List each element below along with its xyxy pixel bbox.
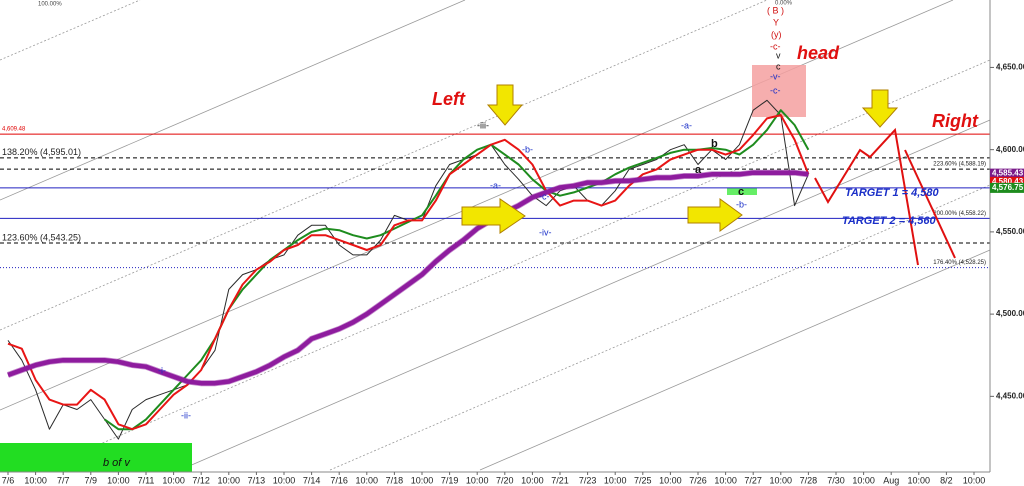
x-tick-label: 10:00 bbox=[714, 475, 737, 485]
wave-label: v bbox=[776, 50, 781, 60]
y-tick-label: 4,650.00 bbox=[996, 63, 1024, 72]
x-tick-label: 8/2 bbox=[940, 475, 953, 485]
annotation: TARGET 2 = 4,560 bbox=[842, 215, 937, 227]
price-tag bbox=[990, 176, 1024, 187]
level-label: 176.40% (4,528.25) bbox=[933, 260, 986, 266]
channel-lines bbox=[0, 0, 991, 471]
x-tick-label: 7/7 bbox=[57, 475, 70, 485]
wave-label: -c- bbox=[770, 85, 781, 95]
y-tick-label: 4,550.00 bbox=[996, 227, 1024, 236]
wave-label: ( B ) bbox=[767, 5, 784, 15]
x-tick-label: 10:00 bbox=[273, 475, 296, 485]
y-tick-label: 4,500.00 bbox=[996, 309, 1024, 318]
wave-label: b bbox=[711, 138, 718, 150]
wave-label: c bbox=[738, 186, 744, 198]
x-tick-label: 7/21 bbox=[551, 475, 569, 485]
price-tag bbox=[990, 182, 1024, 193]
wave-label: a bbox=[695, 164, 702, 176]
x-tick-label: 10:00 bbox=[411, 475, 434, 485]
series-line bbox=[7, 99, 809, 440]
x-tick-label: 7/25 bbox=[634, 475, 652, 485]
projection bbox=[814, 127, 956, 266]
x-tick-label: 7/19 bbox=[441, 475, 459, 485]
x-tick-label: 10:00 bbox=[770, 475, 793, 485]
y-tick-label: 4,600.00 bbox=[996, 145, 1024, 154]
x-tick-label: 10:00 bbox=[466, 475, 489, 485]
x-tick-label: 10:00 bbox=[521, 475, 544, 485]
x-tick-label: 7/14 bbox=[303, 475, 321, 485]
x-tick-label: 7/30 bbox=[827, 475, 845, 485]
price-tag bbox=[990, 168, 1024, 179]
x-tick-label: 10:00 bbox=[963, 475, 986, 485]
x-tick-label: 7/27 bbox=[744, 475, 762, 485]
level-label: 223.60% (4,588.19) bbox=[933, 162, 986, 168]
series-line bbox=[7, 114, 810, 431]
wave-label: -b- bbox=[522, 144, 533, 154]
wave-label: -ii- bbox=[181, 410, 191, 420]
wave-label: -c- bbox=[770, 41, 781, 51]
x-tick-label: 7/23 bbox=[579, 475, 597, 485]
x-tick-label: 7/12 bbox=[192, 475, 210, 485]
wave-label: -a- bbox=[681, 120, 692, 130]
annotation: TARGET 1 = 4,580 bbox=[845, 187, 940, 199]
annotations: Left head Right TARGET 1 = 4,580 TARGET … bbox=[38, 1, 979, 469]
x-tick-label: 10:00 bbox=[218, 475, 241, 485]
x-tick-label: 7/28 bbox=[800, 475, 818, 485]
x-tick-label: 7/6 bbox=[2, 475, 15, 485]
series-line bbox=[7, 170, 809, 386]
x-tick-label: 7/20 bbox=[496, 475, 514, 485]
levels: 4,609.48 138.20% (4,595.01) 223.60% (4,588… bbox=[0, 127, 990, 269]
level-label: 138.20% (4,595.01) bbox=[2, 147, 81, 157]
annotation: Right bbox=[932, 111, 979, 131]
wave-label: b of v bbox=[103, 457, 131, 469]
level-label: 123.60% (4,543.25) bbox=[2, 232, 81, 242]
x-tick-label: Aug bbox=[883, 475, 899, 485]
wave-label: (y) bbox=[771, 29, 782, 39]
wave-label: -v- bbox=[770, 71, 781, 81]
x-tick-label: 10:00 bbox=[24, 475, 47, 485]
annotation: head bbox=[797, 43, 840, 63]
price-tag-label: 4,585.43 bbox=[992, 169, 1024, 178]
x-tick-label: 10:00 bbox=[604, 475, 627, 485]
y-tick-label: 4,450.00 bbox=[996, 391, 1024, 400]
b-of-v-box bbox=[0, 443, 192, 472]
x-tick-label: 10:00 bbox=[908, 475, 931, 485]
price-tag-label: 4,580.43 bbox=[992, 177, 1024, 186]
x-tick-label: 7/26 bbox=[689, 475, 707, 485]
arrows bbox=[461, 84, 899, 234]
annotation: Left bbox=[432, 89, 466, 109]
level-label: 4,609.48 bbox=[2, 127, 26, 133]
wave-label: -a- bbox=[490, 180, 501, 190]
x-tick-label: 10:00 bbox=[852, 475, 875, 485]
fib-label: 0.00% bbox=[775, 1, 793, 7]
wave-label: -b- bbox=[736, 199, 747, 209]
x-tick-label: 7/16 bbox=[330, 475, 348, 485]
wave-label: -iii- bbox=[477, 120, 489, 130]
wave-label: -i- bbox=[158, 365, 166, 375]
x-tick-label: 7/18 bbox=[386, 475, 404, 485]
x-tick-label: 10:00 bbox=[356, 475, 379, 485]
head-box bbox=[752, 65, 806, 117]
c-box bbox=[727, 188, 757, 195]
series-line-outline bbox=[6, 169, 809, 387]
wave-label: Y bbox=[773, 17, 779, 27]
x-tick-label: 10:00 bbox=[659, 475, 682, 485]
x-tick-label: 7/11 bbox=[138, 475, 155, 485]
x-tick-label: 7/9 bbox=[85, 475, 98, 485]
x-tick-label: 10:00 bbox=[162, 475, 185, 485]
series bbox=[6, 99, 810, 440]
wave-label: -c- bbox=[539, 191, 550, 201]
price-tag-label: 4,576.75 bbox=[992, 183, 1024, 192]
wave-label: c bbox=[776, 61, 781, 71]
fib-label: 100.00% bbox=[38, 2, 62, 8]
x-tick-label: 10:00 bbox=[107, 475, 130, 485]
wave-label: -iv- bbox=[539, 227, 552, 237]
x-tick-label: 7/13 bbox=[248, 475, 266, 485]
level-label: 200.00% (4,558.22) bbox=[933, 211, 986, 217]
